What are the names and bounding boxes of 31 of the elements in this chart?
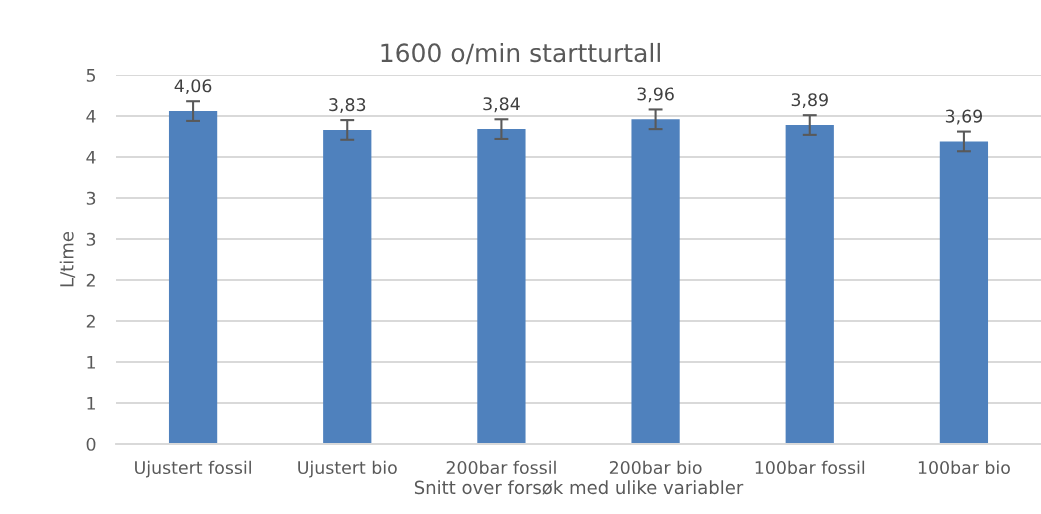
y-tick-label: 4 [86, 150, 96, 164]
data-label: 3,83 [329, 98, 366, 113]
bar [168, 111, 218, 444]
y-tick-label: 0 [86, 437, 96, 451]
x-tick-label: 100bar fossil [755, 460, 865, 475]
y-axis-title: L/time [59, 231, 76, 287]
y-tick-label: 3 [86, 191, 96, 205]
x-tick-label: Ujustert bio [298, 460, 397, 478]
x-tick-label: 100bar bio [918, 460, 1010, 475]
x-tick-label: 200bar bio [609, 460, 702, 475]
data-label: 4,06 [174, 79, 212, 95]
y-tick-label: 4 [86, 109, 96, 123]
data-label: 3,84 [483, 97, 520, 113]
x-tick-label: 200bar fossil [446, 460, 556, 475]
y-tick-label: 3 [86, 232, 96, 246]
x-tick-label: Ujustert fossil [135, 460, 251, 478]
y-tick-label: 5 [86, 68, 96, 82]
bar [477, 129, 526, 444]
y-tick-label: 2 [86, 314, 95, 328]
data-label: 3,69 [945, 109, 983, 125]
bar [939, 141, 989, 444]
bar [631, 119, 680, 444]
bar [323, 129, 372, 444]
data-label: 3,96 [637, 87, 674, 103]
bar [785, 125, 834, 444]
y-tick-label: 1 [87, 396, 95, 410]
data-label: 3,89 [791, 93, 828, 109]
x-axis-title: Snitt over forsøk med ulike variabler [414, 480, 744, 495]
chart-title: 1600 o/min startturtall [381, 42, 660, 65]
y-tick-label: 2 [86, 273, 95, 287]
y-tick-label: 1 [87, 355, 95, 369]
